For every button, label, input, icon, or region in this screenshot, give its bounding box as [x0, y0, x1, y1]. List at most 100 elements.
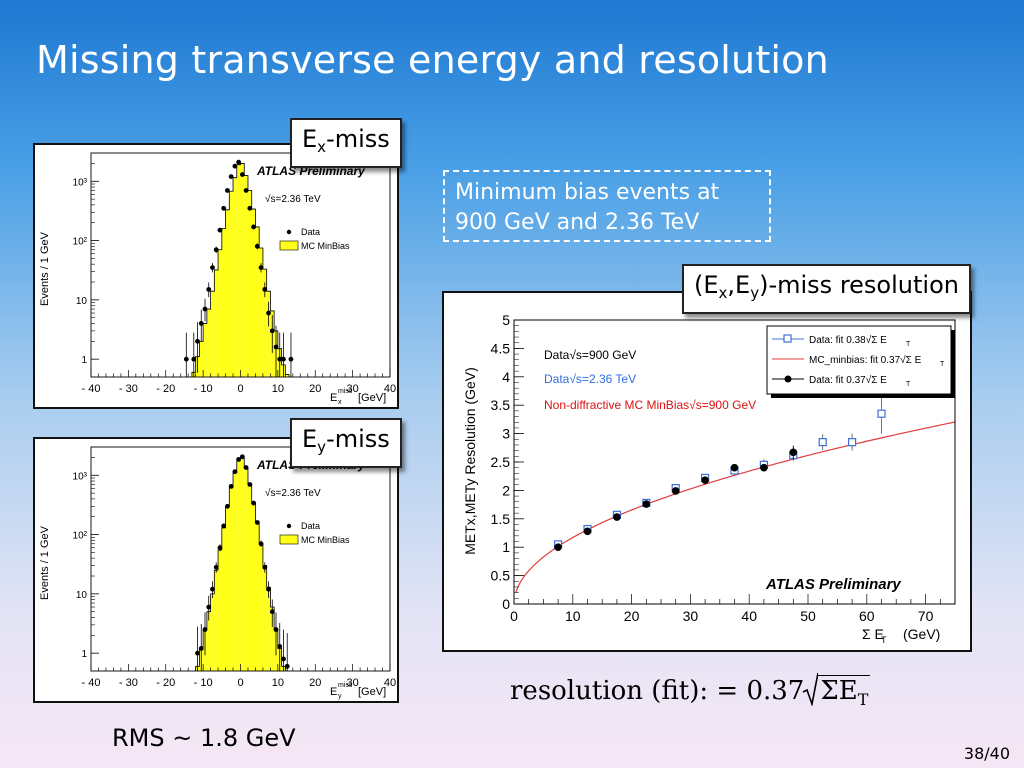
- data-point: [236, 159, 242, 165]
- black-data-point: [642, 500, 651, 508]
- label-sub: y: [317, 438, 327, 456]
- resolution-panel: 0 0.5 1 1.5 2 2.5 3 3.5 4 4.5 5 0 10 20 30 40 50 60 70 MET…: [442, 291, 972, 652]
- black-data-point: [583, 527, 592, 536]
- data-point: [213, 247, 219, 253]
- data-point: [221, 523, 227, 529]
- formula-radicand: ΣET: [818, 675, 871, 710]
- data-point: [262, 564, 268, 570]
- data-point: [236, 457, 242, 462]
- data-point: [281, 656, 286, 662]
- y-tick-label: 2: [502, 482, 510, 498]
- data-point: [262, 287, 268, 292]
- mc-bin-bar: [244, 175, 248, 377]
- legend-black-marker: [784, 375, 792, 383]
- x-tick-label: 0: [237, 677, 243, 689]
- x-axis-label-sup: miss: [338, 388, 353, 395]
- data-point: [247, 205, 253, 211]
- y-tick-label: 10: [76, 590, 88, 601]
- mc-bin-bar: [285, 374, 290, 377]
- legend-black-label-sub: T: [906, 381, 911, 388]
- x-tick-label: 20: [309, 677, 321, 689]
- x-tick-label: 30: [347, 383, 359, 395]
- data-point: [258, 541, 264, 547]
- rms-text: RMS ~ 1.8 GeV: [112, 724, 296, 752]
- mc-fit-curve: [515, 421, 956, 593]
- data-point: [217, 545, 223, 551]
- x-tick-label: 10: [272, 677, 284, 689]
- y-axis-label: METx,METy Resolution (GeV): [462, 367, 478, 555]
- black-data-point: [554, 543, 562, 551]
- atlas-label: ATLAS Preliminary: [765, 576, 901, 593]
- data-point: [195, 338, 200, 344]
- mc-bin-bar: [259, 543, 263, 671]
- mc-bin-bar: [240, 163, 245, 377]
- legend-background: [766, 325, 952, 395]
- legend-data-label: Data: [301, 521, 320, 531]
- mc-bin-bar: [251, 209, 256, 377]
- y-tick-label: 0: [502, 596, 510, 612]
- y-tick-label: 1: [81, 649, 87, 660]
- label-sub-x: x: [718, 284, 728, 302]
- mc-bin-bar: [255, 521, 260, 671]
- x-tick-label: 20: [309, 383, 321, 395]
- label-main: E: [302, 425, 318, 453]
- x-tick-label: 0: [237, 383, 243, 395]
- black-data-point: [789, 448, 798, 457]
- data-point: [251, 500, 256, 506]
- formula-radicand-sub: T: [857, 690, 869, 710]
- mc-bin-bar: [236, 460, 241, 671]
- y-tick-label: 4.5: [491, 340, 511, 356]
- ey-histogram-panel: 1 10 10² 10³ - 40 - 30 - 20 - 10 0 10 20 30 40 Event…: [33, 437, 399, 703]
- y-axis-label: Events / 1 GeV: [39, 231, 51, 306]
- x-axis-label-sub: x: [338, 399, 342, 406]
- label-sub: x: [317, 138, 327, 156]
- mc-bin-bar: [229, 191, 234, 377]
- x-axis-label-sub: y: [338, 693, 342, 700]
- x-tick-label: - 40: [82, 383, 101, 395]
- data-point: [254, 520, 260, 525]
- data-point: [277, 356, 283, 362]
- data-point: [232, 469, 238, 475]
- x-tick-label: 60: [859, 608, 875, 624]
- energy-label: √s=2.36 TeV: [265, 487, 321, 499]
- x-axis-label-main: Σ E: [862, 626, 884, 642]
- label-text-c: )-miss resolution: [759, 271, 959, 299]
- data-point: [232, 163, 238, 169]
- mc-bin-bar: [218, 249, 222, 377]
- data-point: [254, 243, 260, 249]
- x-tick-label: - 30: [119, 383, 138, 395]
- mc-bin-bar: [236, 164, 241, 377]
- data-point: [202, 306, 208, 312]
- resolution-formula: resolution (fit): = 0.37 ΣET: [510, 672, 871, 710]
- data-point: [183, 356, 189, 362]
- mc-bin-bar: [262, 565, 267, 671]
- mc-bin-bar: [259, 247, 263, 377]
- legend-mc-swatch: [279, 240, 299, 251]
- label-text-a: (E: [694, 271, 719, 299]
- black-data-point: [701, 476, 709, 484]
- x-tick-label: 30: [683, 608, 699, 624]
- x-tick-label: 10: [565, 608, 581, 624]
- data-point: [217, 227, 223, 233]
- x-tick-label: - 20: [156, 383, 175, 395]
- data-point: [277, 643, 283, 649]
- x-tick-label: 40: [384, 383, 396, 395]
- data-point: [225, 503, 230, 509]
- label-text-b: ,E: [727, 271, 751, 299]
- mc-bin-bar: [251, 502, 256, 671]
- black-data-point: [613, 513, 621, 521]
- mc-bin-bar: [229, 487, 234, 671]
- x-tick-label: 50: [800, 608, 816, 624]
- data-point: [266, 586, 271, 592]
- data-point: [243, 465, 249, 470]
- mc-bin-bar: [214, 570, 219, 671]
- x-axis-label-unit: [GeV]: [358, 392, 386, 404]
- legend-mc-swatch: [279, 534, 299, 545]
- mc-bin-bar: [214, 269, 219, 377]
- data-point: [210, 265, 215, 271]
- formula-radicand-text: ΣE: [820, 676, 858, 706]
- x-tick-label: 10: [272, 383, 284, 395]
- legend-data-marker: [286, 523, 292, 529]
- x-tick-label: 40: [741, 608, 757, 624]
- data-point: [210, 586, 215, 592]
